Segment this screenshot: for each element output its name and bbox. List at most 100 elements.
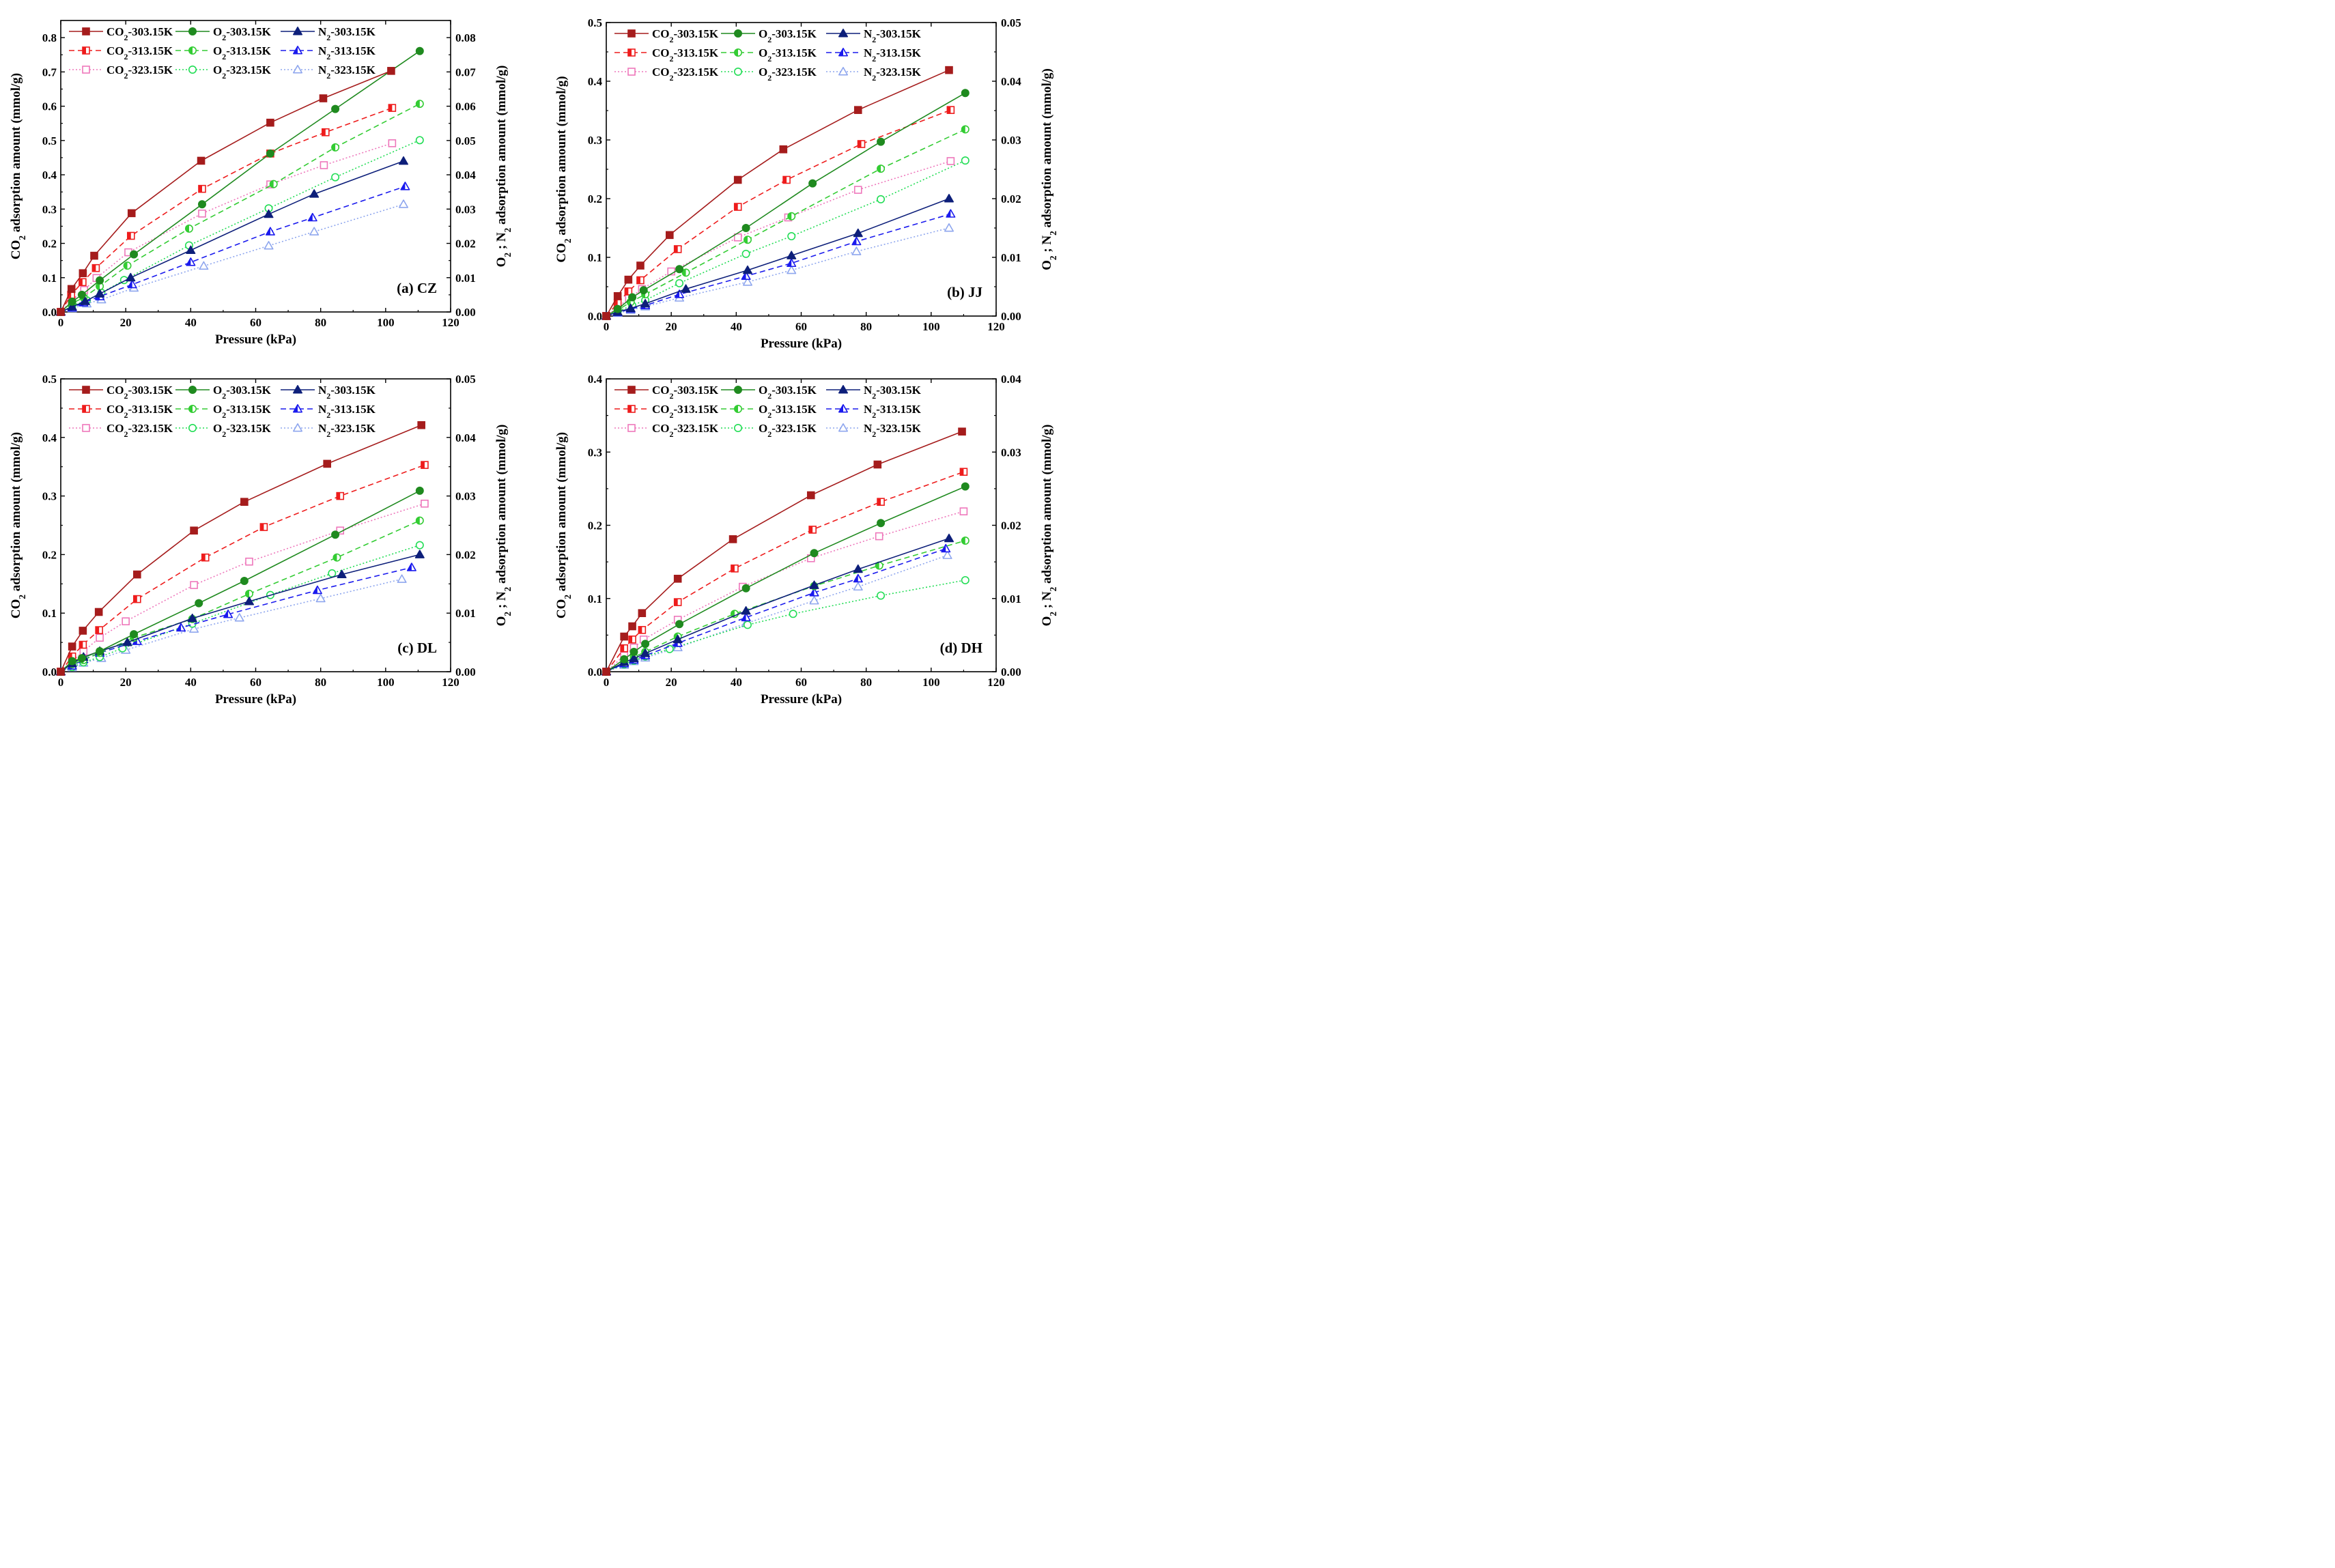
y-tick-label-right: 0.06 (455, 100, 476, 113)
data-point-fill (674, 245, 678, 253)
data-point (733, 175, 742, 184)
y-tick-label-left: 0.3 (42, 490, 57, 503)
data-point (80, 296, 90, 305)
data-point-fill (853, 574, 858, 582)
series-line (606, 580, 965, 672)
series-CO2-303.15K (57, 67, 395, 316)
data-point (67, 302, 77, 311)
data-point (959, 507, 968, 515)
series-line (606, 485, 966, 672)
data-point (942, 550, 952, 559)
data-point-fill (636, 276, 640, 284)
data-point-fill (333, 554, 337, 561)
data-point (397, 574, 407, 583)
y-tick-label-right: 0.04 (455, 431, 476, 444)
data-point (877, 195, 886, 203)
data-point (741, 605, 751, 615)
data-point (779, 145, 788, 154)
legend-marker (82, 386, 90, 394)
x-tick-label: 40 (731, 676, 742, 689)
data-point (189, 624, 199, 633)
legend-label: CO2-323.15K (652, 422, 719, 439)
data-point-fill (731, 565, 735, 572)
series-line (606, 538, 950, 672)
data-point (742, 277, 752, 286)
y-tick-label-left: 0.1 (42, 607, 57, 620)
data-point (415, 541, 424, 550)
legend-label: CO2-323.15K (107, 422, 173, 439)
legend-marker (292, 384, 303, 394)
data-point (877, 591, 886, 600)
panel-label: (a) CZ (397, 280, 437, 296)
legend-label: CO2-313.15K (652, 403, 719, 420)
data-point-fill (68, 291, 72, 298)
data-point-fill (176, 623, 182, 631)
data-point (95, 289, 105, 298)
data-point (130, 250, 139, 259)
legend-marker (627, 68, 636, 76)
data-point (77, 290, 86, 299)
data-point (640, 298, 651, 308)
data-point (808, 179, 817, 188)
series-O2-313.15K (57, 100, 424, 316)
data-point-fill (322, 128, 326, 136)
y-axis-title-left: CO2 adsorption amount (mmol/g) (554, 76, 573, 262)
legend-label: N2-323.15K (864, 66, 922, 83)
data-point (851, 246, 862, 255)
data-point (675, 620, 684, 629)
legend-label: N2-323.15K (318, 63, 376, 81)
data-point (122, 638, 132, 646)
y-tick-label-left: 0.5 (42, 134, 57, 147)
x-tick-label: 100 (922, 320, 940, 333)
data-point-fill (809, 526, 813, 533)
legend-label: N2-313.15K (318, 403, 376, 420)
series-line (60, 160, 404, 313)
data-point-fill (266, 227, 270, 236)
series-CO2-323.15K (602, 157, 955, 320)
data-point-fill (877, 165, 881, 173)
data-point (640, 648, 651, 657)
data-point (197, 200, 206, 209)
x-tick-label: 0 (58, 316, 64, 329)
data-point-fill (96, 627, 100, 634)
data-point-fill (942, 544, 946, 552)
data-point (625, 303, 636, 313)
x-tick-label: 80 (860, 676, 872, 689)
y-tick-label-left: 0.0 (42, 666, 57, 679)
legend-marker-fill (188, 405, 193, 413)
legend-marker (82, 27, 90, 35)
series-O2-323.15K (57, 541, 424, 676)
data-point (946, 157, 955, 165)
legend-marker (82, 66, 90, 74)
x-tick-label: 40 (185, 676, 197, 689)
data-point (57, 668, 65, 676)
series-O2-303.15K (57, 46, 424, 316)
y-axis-title-right: O2 ; N2 adsorption amount (mmol/g) (1040, 425, 1058, 627)
data-point-fill (741, 613, 746, 621)
legend-label: N2-323.15K (318, 422, 376, 439)
legend-marker (734, 29, 743, 38)
data-point (628, 293, 637, 302)
x-tick-label: 80 (315, 316, 326, 329)
figure: 0 20 40 60 80 100 120 0.0 0.1 0.2 0.3 0.4 0.5 0.6 0.7 0… (9, 16, 1058, 707)
data-point (629, 648, 638, 657)
series-CO2-303.15K (57, 420, 425, 676)
series-line (60, 70, 392, 313)
data-point (96, 646, 104, 655)
data-point-fill (946, 210, 951, 218)
y-axis-title-left: CO2 adsorption amount (mmol/g) (554, 432, 573, 618)
x-tick-label: 60 (250, 676, 261, 689)
data-point (77, 654, 86, 663)
data-point-fill (96, 283, 100, 290)
data-point (809, 595, 819, 605)
data-point (665, 644, 674, 653)
chart-panel-2: 0 20 40 60 80 100 120 0.0 0.1 0.2 0.3 0.4 0.5 0.00 0.0… (554, 16, 1058, 351)
data-point (127, 209, 136, 218)
data-point (853, 228, 863, 238)
series-CO2-313.15K (57, 461, 429, 676)
y-tick-label-right: 0.01 (1001, 251, 1021, 264)
legend-marker-fill (188, 46, 193, 55)
data-point-fill (201, 554, 206, 561)
data-point-fill (185, 225, 189, 233)
data-point (638, 609, 647, 618)
